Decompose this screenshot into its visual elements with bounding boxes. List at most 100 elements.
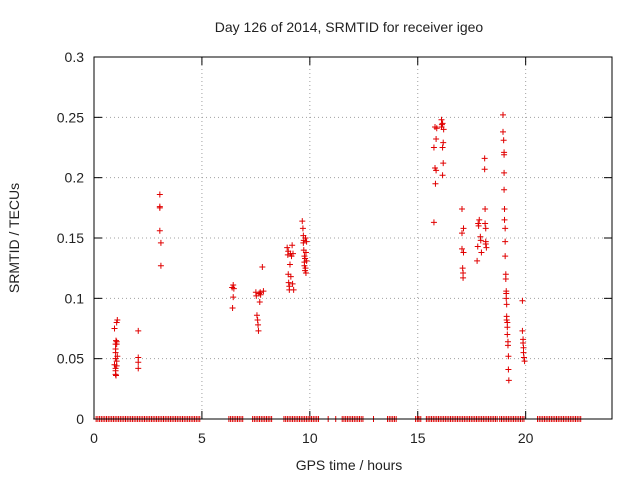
data-point [458,206,465,213]
data-point [440,126,447,133]
data-point [284,244,291,251]
data-point [505,366,512,373]
data-point [502,238,509,245]
data-point [440,160,447,167]
data-point [501,206,508,213]
data-point [501,169,508,176]
data-point [230,294,237,301]
data-point [256,298,263,305]
data-point [253,312,260,319]
data-point [503,301,510,308]
data-point [299,225,306,232]
data-point [502,253,509,260]
data-point [481,166,488,173]
data-point [519,327,526,334]
data-point [504,324,511,331]
x-tick-label: 20 [518,430,534,446]
data-point [430,219,437,226]
data-point [303,257,310,264]
data-point [475,222,482,229]
data-point [460,249,467,256]
data-point [260,288,267,295]
data-point [157,262,164,269]
data-point [500,137,507,144]
data-point [430,144,437,151]
data-point [500,128,507,135]
data-point [503,295,510,302]
y-tick-label: 0.15 [57,230,84,246]
data-point [255,321,262,328]
data-point [135,327,142,334]
data-point [482,241,489,248]
data-point [501,186,508,193]
data-point [156,191,163,198]
y-tick-label: 0.25 [57,109,84,125]
data-point [230,285,237,292]
axis-ticks: 0 0.05 0.1 0.15 0.2 0.25 0.3 0 5 10 15 20 [57,49,612,446]
data-point [482,220,489,227]
x-tick-label: 15 [410,430,426,446]
data-point [438,121,445,128]
data-point [519,297,526,304]
data-point [290,286,297,293]
data-point [439,120,446,127]
y-tick-label: 0.1 [65,290,85,306]
data-point [433,136,440,143]
data-point [113,341,120,348]
data-point [521,358,528,365]
y-tick-label: 0 [76,411,84,427]
data-point [476,216,483,223]
data-point [505,377,512,384]
data-point [520,354,527,361]
data-point [156,204,163,211]
data-point [302,249,309,256]
data-point [433,125,440,132]
data-point [303,238,310,245]
chart-title: Day 126 of 2014, SRMTID for receiver ige… [215,19,484,35]
plot-frame [93,56,613,420]
x-tick-label: 0 [90,430,98,446]
data-point [289,250,296,257]
data-point [504,342,511,349]
data-point [113,362,120,369]
data-point [113,372,120,379]
data-point [458,245,465,252]
x-tick-label: 5 [198,430,206,446]
data-point [460,225,467,232]
grid-lines [94,57,612,419]
data-point [257,291,264,298]
data-point [501,216,508,223]
data-point [111,325,118,332]
data-point [289,242,296,249]
data-point [156,227,163,234]
y-tick-label: 0.3 [65,49,85,65]
data-point [504,331,511,338]
data-point [112,349,119,356]
data-point [432,180,439,187]
data-point [502,225,509,232]
data-point [157,239,164,246]
data-point [474,257,481,264]
data-point [440,139,447,146]
data-point [286,261,293,268]
data-point [433,167,440,174]
data-point [478,249,485,256]
data-point [114,353,121,360]
y-tick-label: 0.05 [57,351,84,367]
data-point [287,273,294,280]
data-point [505,353,512,360]
data-point [502,276,509,283]
data-point [135,359,142,366]
data-point [477,237,484,244]
data-point [482,206,489,213]
x-axis-label: GPS time / hours [296,457,403,473]
data-point [299,218,306,225]
data-point [439,172,446,179]
data-point [230,282,237,289]
data-point [460,274,467,281]
data-point [458,230,465,237]
data-point [135,365,142,372]
data-point [289,280,296,287]
y-axis-label: SRMTID / TECUs [6,183,22,293]
